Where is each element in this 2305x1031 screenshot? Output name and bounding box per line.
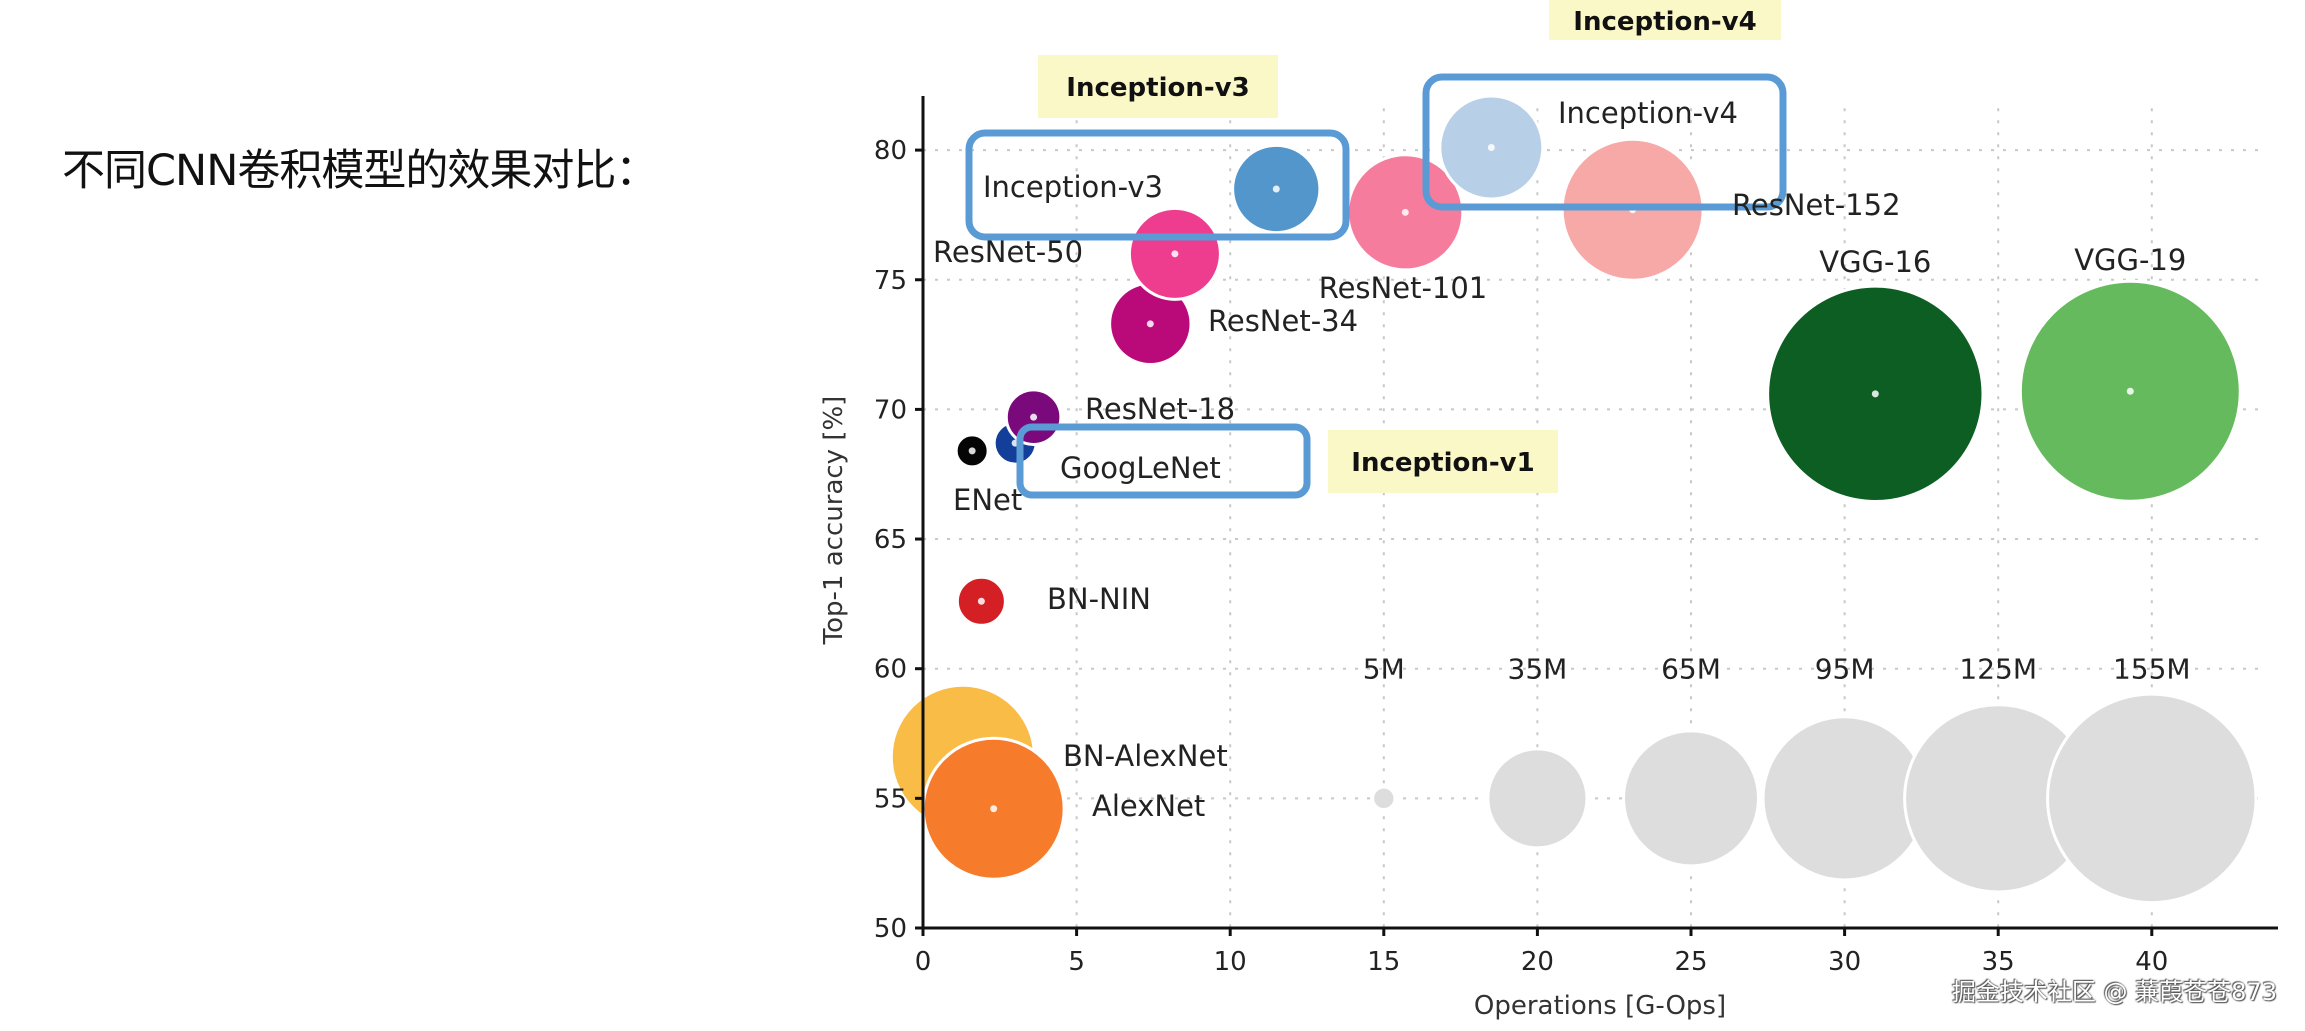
inception-v4-highlight-box (1422, 73, 1787, 211)
bubble-label-googlenet: GoogLeNet (1060, 451, 1221, 485)
reference-bubble-label: 95M (1815, 653, 1875, 686)
y-tick-label: 55 (874, 784, 907, 814)
reference-bubble-65m (1622, 729, 1760, 868)
bubble-label-resnet-152: ResNet-152 (1732, 188, 1901, 222)
x-tick-label: 25 (1674, 947, 1707, 977)
bubble-center-dot (990, 805, 998, 813)
bubble-center-dot (1030, 413, 1038, 421)
axes (921, 96, 2278, 930)
reference-bubble-35m (1486, 747, 1589, 850)
bubble-label-bn-nin: BN-NIN (1047, 582, 1151, 616)
bubble-center-dot (1146, 320, 1154, 328)
size-reference-bubbles: 5M 35M 65M 95M 125M 155M (1363, 653, 2258, 905)
bubble-center-dot (2126, 387, 2134, 395)
inception-v3-tag-bg (1038, 55, 1278, 118)
inception-v3-highlight-box (965, 129, 1350, 241)
x-tick-label: 30 (1828, 947, 1861, 977)
bubble-center-dot (1401, 208, 1409, 216)
reference-bubble-label: 5M (1363, 653, 1405, 686)
x-tick-label: 35 (1982, 947, 2015, 977)
bubble-center-dot (968, 447, 976, 455)
bubble-label-resnet-50: ResNet-50 (933, 235, 1083, 269)
y-axis-label: Top-1 accuracy [%] (819, 396, 849, 646)
reference-bubble-label: 155M (2113, 653, 2191, 686)
reference-bubble-155m (2046, 692, 2258, 905)
x-tick-label: 40 (2135, 947, 2168, 977)
bubble-label-inception-v3: Inception-v3 (983, 170, 1163, 204)
bubble-label-alexnet: AlexNet (1092, 789, 1205, 823)
reference-bubble-label: 125M (1959, 653, 2037, 686)
y-tick-label: 70 (874, 395, 907, 425)
bubble-label-resnet-101: ResNet-101 (1319, 271, 1488, 305)
page-title: 不同CNN卷积模型的效果对比： (62, 146, 658, 196)
x-tick-label: 15 (1367, 947, 1400, 977)
grid-lines (923, 108, 2260, 928)
inception-v1-tag-bg (1328, 430, 1558, 493)
y-tick-label: 60 (874, 655, 907, 685)
googlenet-highlight-box (1016, 423, 1311, 499)
bubble-label-inception-v4: Inception-v4 (1558, 96, 1738, 130)
bubble-center-dot (1171, 250, 1179, 258)
annotation-boxes: Inception-v3 Inception-v4 Inception-v1 (965, 0, 1787, 499)
x-tick-label: 5 (1068, 947, 1085, 977)
inception-v4-tag-bg (1549, 0, 1781, 40)
bubble-center-dot (1487, 144, 1495, 152)
bubble-label-enet: ENet (953, 483, 1022, 517)
bubble-center-dot (1272, 185, 1280, 193)
bubble-label-vgg-19: VGG-19 (2074, 243, 2186, 277)
bubble-label-vgg-16: VGG-16 (1819, 245, 1931, 279)
reference-bubble-5m (1371, 785, 1397, 812)
reference-bubble-label: 35M (1508, 653, 1568, 686)
x-tick-label: 10 (1214, 947, 1247, 977)
y-tick-label: 50 (874, 914, 907, 944)
axis-ticks: 0 5 10 15 20 25 30 35 40 50 55 60 65 70 75 80 (874, 136, 2168, 977)
inception-v3-tag: Inception-v3 (1066, 73, 1249, 103)
bubble-label-resnet-18: ResNet-18 (1085, 392, 1235, 426)
inception-v4-tag: Inception-v4 (1573, 7, 1756, 37)
y-tick-label: 80 (874, 136, 907, 166)
bubble-center-dot (1871, 390, 1879, 398)
inception-v1-tag: Inception-v1 (1351, 448, 1534, 478)
bubble-label-bn-alexnet: BN-AlexNet (1063, 739, 1228, 773)
reference-bubble-95m (1761, 715, 1928, 882)
x-axis-label: Operations [G-Ops] (1474, 991, 1726, 1021)
x-tick-label: 20 (1521, 947, 1554, 977)
bubble-center-dot (977, 597, 985, 605)
y-tick-label: 75 (874, 266, 907, 296)
reference-bubble-label: 65M (1661, 653, 1721, 686)
bubble-label-resnet-34: ResNet-34 (1208, 304, 1358, 338)
bubble-labels: BN-AlexNet AlexNet BN-NIN ENet GoogLeNet ResN… (933, 96, 2186, 823)
y-tick-label: 65 (874, 525, 907, 555)
watermark: 掘金技术社区 @ 蒹葭苍苍873 (1951, 978, 2277, 1006)
x-tick-label: 0 (915, 947, 932, 977)
